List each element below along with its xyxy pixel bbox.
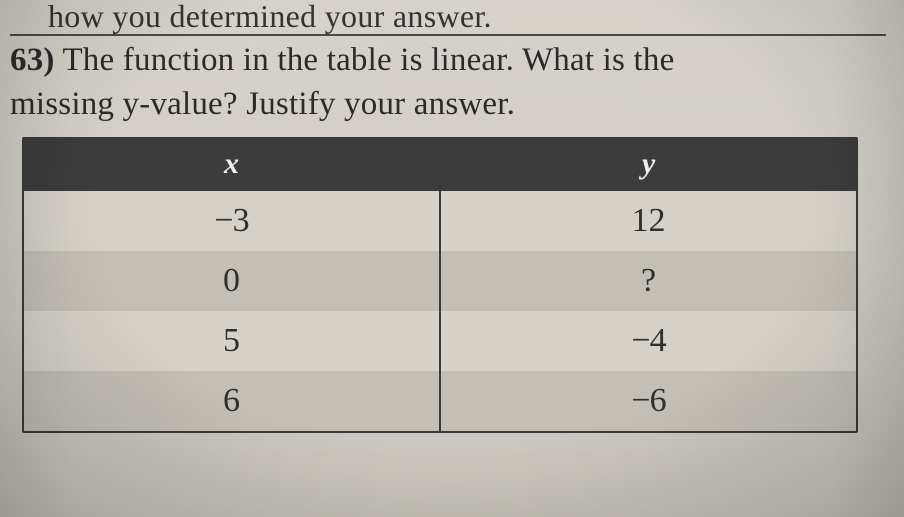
question-line-1: The function in the table is linear. Wha…: [55, 42, 675, 78]
xy-table: x y −3 12 0 ? 5 −4 6 −6: [24, 139, 856, 431]
table-row: 5 −4: [24, 311, 856, 371]
header-x: x: [24, 139, 440, 191]
question-text: 63) The function in the table is linear.…: [10, 36, 886, 135]
cell-y: −4: [440, 311, 856, 371]
function-table: x y −3 12 0 ? 5 −4 6 −6: [22, 137, 858, 433]
table-row: 6 −6: [24, 371, 856, 431]
table-row: 0 ?: [24, 251, 856, 311]
cell-x: 0: [24, 251, 440, 311]
cell-y: 12: [440, 191, 856, 251]
question-line-2: missing y-value? Justify your answer.: [10, 86, 515, 122]
previous-question-fragment: how you determined your answer.: [10, 0, 886, 36]
cell-x: −3: [24, 191, 440, 251]
cell-y: −6: [440, 371, 856, 431]
cell-y-missing: ?: [440, 251, 856, 311]
textbook-page: how you determined your answer. 63) The …: [0, 0, 904, 517]
cell-x: 5: [24, 311, 440, 371]
header-y: y: [440, 139, 856, 191]
cell-x: 6: [24, 371, 440, 431]
question-number: 63): [10, 42, 55, 78]
table-header-row: x y: [24, 139, 856, 191]
table-row: −3 12: [24, 191, 856, 251]
